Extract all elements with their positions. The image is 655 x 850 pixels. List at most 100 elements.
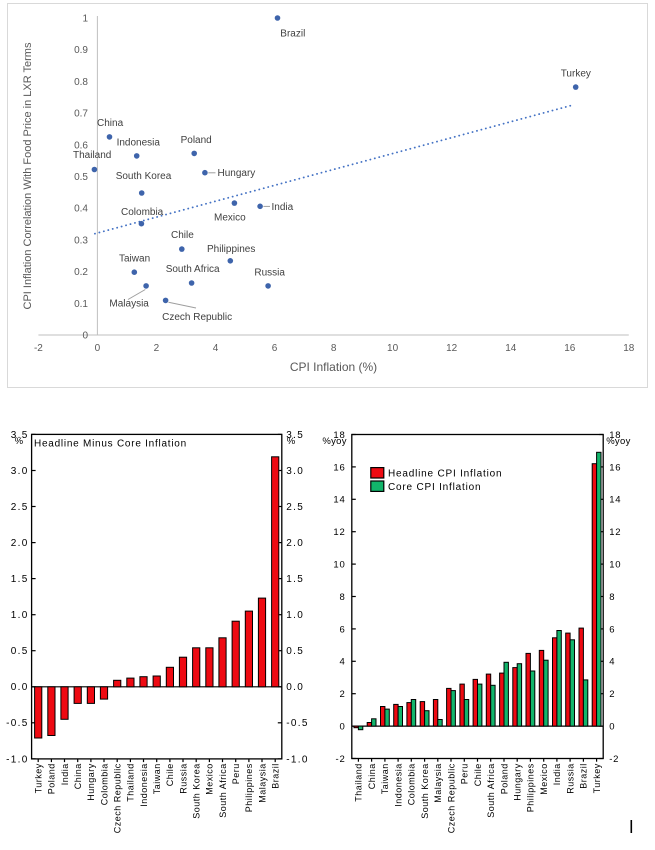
svg-text:Thailand: Thailand bbox=[73, 150, 111, 161]
svg-text:1.0: 1.0 bbox=[286, 610, 304, 621]
svg-text:0.0: 0.0 bbox=[11, 682, 29, 693]
svg-text:0: 0 bbox=[340, 722, 346, 733]
svg-text:China: China bbox=[73, 763, 83, 789]
svg-text:8: 8 bbox=[331, 343, 337, 354]
svg-text:Peru: Peru bbox=[460, 763, 470, 784]
svg-text:South Africa: South Africa bbox=[166, 264, 220, 275]
svg-text:%: % bbox=[287, 436, 296, 447]
svg-text:16: 16 bbox=[609, 462, 621, 473]
svg-text:CPI Inflation Correlation With: CPI Inflation Correlation With Food Pric… bbox=[22, 42, 34, 309]
svg-text:Indonesia: Indonesia bbox=[393, 763, 403, 807]
svg-text:3.5: 3.5 bbox=[11, 430, 29, 441]
svg-text:2: 2 bbox=[340, 689, 346, 700]
svg-text:18: 18 bbox=[623, 343, 635, 354]
svg-text:6: 6 bbox=[609, 624, 615, 635]
svg-text:Hungary: Hungary bbox=[513, 763, 523, 801]
svg-text:3.0: 3.0 bbox=[11, 466, 29, 477]
svg-text:Turkey: Turkey bbox=[34, 763, 44, 793]
svg-text:Poland: Poland bbox=[181, 135, 212, 146]
svg-text:Russia: Russia bbox=[565, 763, 575, 794]
svg-text:14: 14 bbox=[505, 343, 517, 354]
svg-text:16: 16 bbox=[564, 343, 576, 354]
svg-text:0.9: 0.9 bbox=[74, 45, 88, 56]
svg-text:Czech Republic: Czech Republic bbox=[113, 763, 123, 833]
svg-text:10: 10 bbox=[387, 343, 399, 354]
svg-text:0.4: 0.4 bbox=[74, 204, 88, 215]
svg-text:Indonesia: Indonesia bbox=[117, 138, 161, 149]
svg-text:0.5: 0.5 bbox=[11, 646, 29, 657]
svg-text:Mexico: Mexico bbox=[539, 763, 549, 795]
svg-text:Poland: Poland bbox=[47, 763, 57, 794]
svg-text:Colombia: Colombia bbox=[99, 763, 109, 805]
svg-text:Thailand: Thailand bbox=[354, 763, 364, 802]
svg-text:Russia: Russia bbox=[254, 268, 285, 279]
svg-text:%yoy: %yoy bbox=[322, 436, 346, 447]
svg-text:-0.5: -0.5 bbox=[286, 718, 308, 729]
svg-text:Philippines: Philippines bbox=[207, 244, 255, 255]
svg-text:0: 0 bbox=[82, 331, 88, 342]
svg-text:South Korea: South Korea bbox=[420, 763, 430, 819]
svg-text:Brazil: Brazil bbox=[280, 29, 305, 40]
svg-text:Philippines: Philippines bbox=[244, 763, 254, 812]
svg-text:%: % bbox=[15, 436, 24, 447]
svg-text:Hungary: Hungary bbox=[86, 763, 96, 801]
svg-text:0.3: 0.3 bbox=[74, 235, 88, 246]
svg-text:Czech Republic: Czech Republic bbox=[162, 312, 232, 323]
svg-text:8: 8 bbox=[340, 592, 346, 603]
svg-text:4: 4 bbox=[213, 343, 219, 354]
svg-text:0.0: 0.0 bbox=[286, 682, 304, 693]
svg-text:0.8: 0.8 bbox=[74, 77, 88, 88]
svg-text:Turkey: Turkey bbox=[561, 69, 591, 80]
svg-text:6: 6 bbox=[272, 343, 278, 354]
svg-text:Taiwan: Taiwan bbox=[152, 763, 162, 794]
svg-text:2: 2 bbox=[154, 343, 160, 354]
svg-text:1.5: 1.5 bbox=[286, 574, 304, 585]
svg-text:3.5: 3.5 bbox=[286, 430, 304, 441]
svg-text:12: 12 bbox=[609, 527, 621, 538]
svg-text:Chile: Chile bbox=[473, 763, 483, 786]
svg-text:Malaysia: Malaysia bbox=[109, 299, 149, 310]
svg-text:China: China bbox=[367, 763, 377, 789]
svg-text:0: 0 bbox=[609, 722, 615, 733]
svg-text:Core CPI Inflation: Core CPI Inflation bbox=[388, 482, 481, 493]
svg-text:Headline Minus Core Inflation: Headline Minus Core Inflation bbox=[34, 438, 187, 449]
svg-text:2.5: 2.5 bbox=[11, 502, 29, 513]
svg-text:Malaysia: Malaysia bbox=[433, 763, 443, 803]
svg-text:South Africa: South Africa bbox=[218, 763, 228, 818]
svg-text:10: 10 bbox=[333, 560, 345, 571]
svg-text:Hungary: Hungary bbox=[218, 168, 256, 179]
svg-text:14: 14 bbox=[609, 495, 621, 506]
svg-text:1: 1 bbox=[82, 14, 88, 25]
svg-text:12: 12 bbox=[333, 527, 345, 538]
svg-text:10: 10 bbox=[609, 560, 621, 571]
svg-text:0.5: 0.5 bbox=[74, 172, 88, 183]
svg-text:0.1: 0.1 bbox=[74, 299, 88, 310]
svg-text:Turkey: Turkey bbox=[592, 763, 602, 793]
svg-text:4: 4 bbox=[340, 657, 346, 668]
svg-text:Mexico: Mexico bbox=[205, 763, 215, 795]
svg-text:Russia: Russia bbox=[178, 763, 188, 794]
svg-text:Mexico: Mexico bbox=[214, 213, 246, 224]
svg-text:18: 18 bbox=[609, 430, 621, 441]
svg-text:-2: -2 bbox=[34, 343, 43, 354]
svg-text:0.2: 0.2 bbox=[74, 267, 88, 278]
svg-text:Brazil: Brazil bbox=[579, 763, 589, 789]
svg-text:2.0: 2.0 bbox=[286, 538, 304, 549]
svg-text:CPI Inflation (%): CPI Inflation (%) bbox=[290, 360, 377, 374]
svg-text:-2: -2 bbox=[609, 754, 619, 765]
svg-text:Poland: Poland bbox=[499, 763, 509, 794]
svg-text:Philippines: Philippines bbox=[526, 763, 536, 812]
svg-text:China: China bbox=[97, 118, 124, 129]
svg-text:12: 12 bbox=[446, 343, 458, 354]
svg-text:2: 2 bbox=[609, 689, 615, 700]
svg-text:6: 6 bbox=[340, 624, 346, 635]
svg-text:India: India bbox=[552, 763, 562, 785]
svg-text:14: 14 bbox=[333, 495, 345, 506]
svg-text:India: India bbox=[272, 202, 294, 213]
svg-text:Peru: Peru bbox=[231, 763, 241, 784]
svg-text:Headline CPI Inflation: Headline CPI Inflation bbox=[388, 468, 502, 479]
svg-text:Colombia: Colombia bbox=[121, 207, 164, 218]
svg-text:4: 4 bbox=[609, 657, 615, 668]
svg-text:8: 8 bbox=[609, 592, 615, 603]
svg-text:2.0: 2.0 bbox=[11, 538, 29, 549]
